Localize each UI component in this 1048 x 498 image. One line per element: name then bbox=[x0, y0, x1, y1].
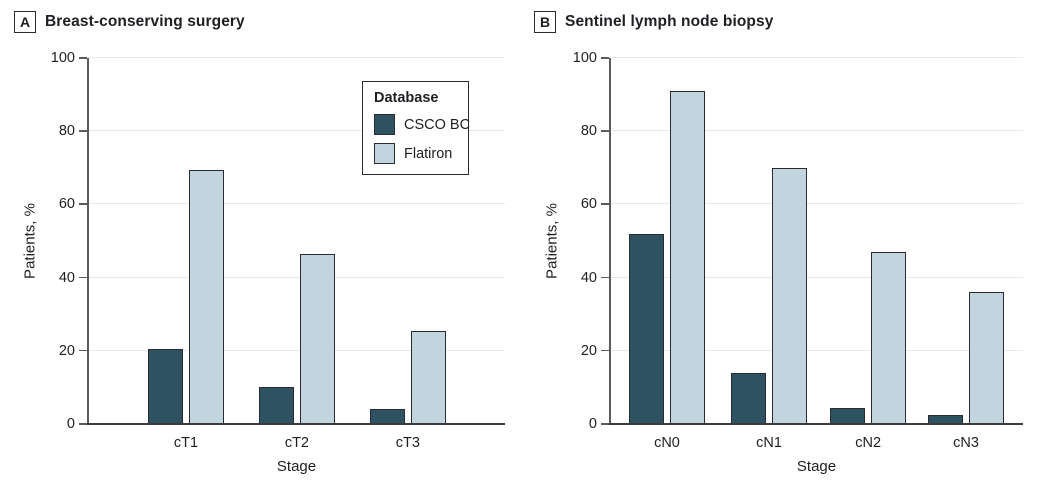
y-tick-60 bbox=[601, 203, 609, 205]
x-tick-label-cN3: cN3 bbox=[953, 435, 979, 451]
bar-flatiron-cN3 bbox=[969, 292, 1004, 424]
y-tick-20 bbox=[79, 349, 87, 352]
x-tick-label-cN1: cN1 bbox=[756, 435, 782, 451]
panel-a-title: Breast-conserving surgery bbox=[45, 13, 245, 30]
y-tick-60 bbox=[79, 203, 87, 205]
bar-csco-bc-cN1 bbox=[731, 372, 766, 424]
gridline-40 bbox=[88, 276, 505, 278]
gridline-80 bbox=[88, 130, 505, 132]
legend-row-csco-bc: CSCO BC bbox=[374, 114, 470, 135]
y-tick-label-0: 0 bbox=[66, 416, 75, 432]
panel-a-plot-area: Stage 0 20 40 60 80 100 cT1 cT2 cT3 bbox=[51, 50, 505, 475]
panel-b-letter-box: B bbox=[534, 11, 556, 33]
bar-flatiron-cN0 bbox=[669, 90, 705, 424]
flatiron-swatch-icon bbox=[374, 143, 395, 164]
x-tick-label-cN2: cN2 bbox=[855, 435, 882, 451]
y-tick-label-0: 0 bbox=[588, 416, 597, 432]
panel-b-y-axis-line bbox=[609, 58, 611, 425]
y-tick-20 bbox=[601, 349, 609, 352]
bar-csco-bc-cN2 bbox=[830, 407, 866, 424]
y-tick-label-20: 20 bbox=[58, 342, 75, 359]
y-tick-0 bbox=[601, 423, 609, 425]
y-tick-label-20: 20 bbox=[580, 342, 597, 359]
legend-row-flatiron: Flatiron bbox=[374, 143, 458, 164]
panel-b-x-axis-label: Stage bbox=[796, 458, 837, 475]
gridline-100 bbox=[88, 57, 505, 58]
panel-a-letter-box: A bbox=[14, 11, 36, 33]
bar-flatiron-cT3 bbox=[410, 330, 446, 424]
y-tick-80 bbox=[601, 130, 609, 132]
y-tick-0 bbox=[79, 423, 87, 425]
gridline-60 bbox=[88, 203, 505, 205]
legend-entry-label-flatiron: Flatiron bbox=[404, 145, 453, 162]
panel-a-letter: A bbox=[19, 14, 31, 30]
y-tick-40 bbox=[601, 276, 609, 279]
panel-a-x-axis-label: Stage bbox=[276, 458, 317, 475]
y-tick-label-40: 40 bbox=[580, 269, 597, 286]
panel-a-x-axis-line bbox=[87, 423, 505, 425]
bar-flatiron-cT1 bbox=[188, 169, 224, 424]
x-tick-label-cT2: cT2 bbox=[284, 435, 309, 451]
gridline-20 bbox=[88, 349, 505, 351]
panel-b-title: Sentinel lymph node biopsy bbox=[565, 13, 774, 30]
panel-a-y-axis-line bbox=[87, 58, 89, 425]
panel-b-x-axis-line bbox=[609, 423, 1023, 425]
csco-bc-swatch-icon bbox=[374, 114, 395, 135]
y-tick-100 bbox=[79, 57, 87, 59]
y-tick-label-60: 60 bbox=[58, 196, 75, 213]
y-tick-label-100: 100 bbox=[50, 50, 75, 66]
y-tick-40 bbox=[79, 276, 87, 279]
y-tick-label-40: 40 bbox=[58, 269, 75, 286]
gridline-80 bbox=[610, 130, 1023, 132]
panel-a-y-axis-label: Patients, % bbox=[21, 203, 39, 279]
gridline-20 bbox=[610, 349, 1023, 351]
y-tick-label-60: 60 bbox=[580, 196, 597, 213]
panel-b: B Sentinel lymph node biopsy Patients, %… bbox=[524, 0, 1048, 498]
x-tick-label-cN0: cN0 bbox=[654, 435, 680, 451]
y-tick-100 bbox=[601, 57, 609, 59]
bar-flatiron-cN2 bbox=[871, 251, 907, 424]
legend-entry-label-csco-bc: CSCO BC bbox=[404, 116, 471, 133]
legend-title: Database bbox=[374, 90, 439, 106]
gridline-60 bbox=[610, 203, 1023, 205]
gridline-100 bbox=[610, 57, 1023, 58]
panel-b-letter: B bbox=[539, 14, 551, 30]
bar-flatiron-cN1 bbox=[772, 167, 807, 424]
x-tick-label-cT1: cT1 bbox=[173, 435, 199, 451]
panel-a: A Breast-conserving surgery Patients, % … bbox=[14, 11, 505, 475]
bar-csco-bc-cT2 bbox=[258, 387, 294, 424]
panel-b-plot-area: Stage 0 20 40 60 80 100 cN0 cN1 cN2 cN3 bbox=[573, 50, 1023, 475]
legend: Database CSCO BC Flatiron bbox=[362, 81, 470, 175]
panel-a-header: A Breast-conserving surgery bbox=[14, 11, 245, 33]
bar-flatiron-cT2 bbox=[299, 253, 335, 424]
panel-b-y-axis-label: Patients, % bbox=[543, 203, 561, 279]
y-tick-80 bbox=[79, 130, 87, 132]
x-tick-label-cT3: cT3 bbox=[395, 435, 420, 451]
bar-csco-bc-cT3 bbox=[369, 409, 405, 424]
bar-csco-bc-cN0 bbox=[628, 233, 664, 424]
bar-csco-bc-cT1 bbox=[147, 348, 183, 424]
gridline-40 bbox=[610, 276, 1023, 278]
panel-b-header: B Sentinel lymph node biopsy bbox=[534, 11, 773, 33]
y-tick-label-80: 80 bbox=[580, 123, 597, 140]
y-tick-label-80: 80 bbox=[58, 123, 75, 140]
y-tick-label-100: 100 bbox=[572, 50, 597, 66]
